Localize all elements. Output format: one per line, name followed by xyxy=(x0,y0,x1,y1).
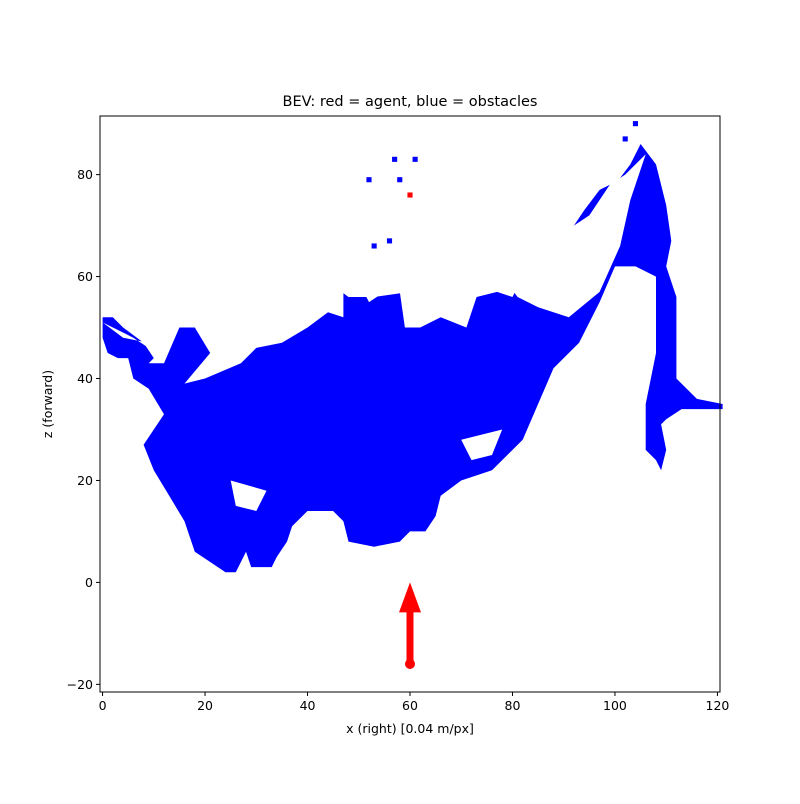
obstacle-pixel xyxy=(622,136,628,142)
x-tick-label: 120 xyxy=(706,698,730,713)
obstacle-pixel xyxy=(366,177,372,183)
free-space-gap xyxy=(184,261,257,338)
free-space-gap xyxy=(328,240,410,297)
obstacle-pixel xyxy=(412,156,418,162)
y-tick-label: 40 xyxy=(77,371,93,386)
y-tick-label: 80 xyxy=(77,167,93,182)
agent-arrow-head xyxy=(399,582,421,613)
x-tick-label: 80 xyxy=(505,698,521,713)
obstacle-pixel xyxy=(392,156,398,162)
agent-pixel xyxy=(407,192,413,198)
obstacle-pixel xyxy=(632,121,639,127)
y-tick-label: 0 xyxy=(85,575,93,590)
free-space-gap xyxy=(230,480,267,511)
y-tick-label: −20 xyxy=(67,677,93,692)
obstacle-pixel xyxy=(397,177,403,183)
free-space-gap xyxy=(461,429,503,461)
x-axis: 0 20 40 60 80 100 120 xyxy=(99,692,730,713)
obstacle-pixel xyxy=(386,238,393,244)
agent-position-marker xyxy=(405,658,415,669)
chart-title: BEV: red = agent, blue = obstacles xyxy=(283,94,538,110)
obstacle-pixel xyxy=(371,243,377,249)
free-space-gap xyxy=(102,322,175,359)
plot-area xyxy=(102,121,723,669)
y-tick-label: 60 xyxy=(77,269,93,284)
y-tick-label: 20 xyxy=(77,473,93,488)
x-axis-label: x (right) [0.04 m/px] xyxy=(346,721,474,736)
x-tick-label: 0 xyxy=(99,698,107,713)
x-tick-label: 60 xyxy=(402,698,418,713)
x-tick-label: 40 xyxy=(300,698,316,713)
x-tick-label: 100 xyxy=(603,698,627,713)
free-space-gap xyxy=(502,154,646,318)
x-tick-label: 20 xyxy=(197,698,213,713)
y-axis: −20 0 20 40 60 80 xyxy=(67,167,100,692)
y-axis-label: z (forward) xyxy=(40,370,55,438)
